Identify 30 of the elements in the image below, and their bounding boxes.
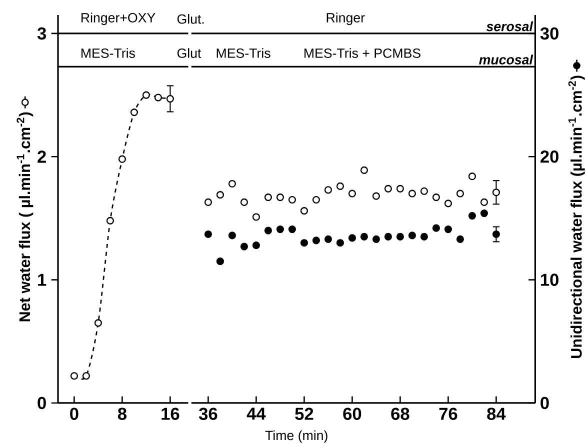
y2-tick-label: 10: [540, 274, 558, 286]
x-tick-label: 8: [118, 408, 126, 420]
y-tick-label: 2: [38, 150, 46, 163]
annotation: MES-Tris: [81, 48, 135, 58]
y-axis-title: Net water flux ( µl.min$^{-1}$.cm$^{-2}$): [16, 112, 34, 322]
y2-tick-label: 30: [540, 27, 558, 40]
x-tick-label: 36: [198, 408, 218, 420]
x-tick-label: 16: [162, 408, 180, 420]
y2-tick-label: 20: [540, 150, 558, 163]
ref-line-label: mucosal: [479, 54, 534, 64]
y-tick-label: 0: [38, 396, 46, 410]
annotation: MES-Tris + PCMBS: [304, 48, 420, 58]
x-tick-label: 60: [343, 408, 362, 420]
y-tick-label: 3: [37, 27, 46, 40]
annotation: Ringer+OXY: [81, 12, 156, 26]
annotation: Glut: [177, 48, 202, 58]
x-tick-label: 84: [487, 408, 506, 420]
x-tick-label: 68: [391, 408, 410, 420]
x-tick-label: 0: [70, 408, 78, 420]
ref-line-label: serosal: [486, 21, 534, 32]
y-tick-label: 1: [38, 274, 46, 286]
y2-tick-label: 0: [540, 396, 549, 410]
annotation: Glut.: [177, 14, 204, 24]
x-tick-label: 52: [295, 408, 314, 420]
annotation: Ringer: [326, 12, 365, 26]
y2-axis-title: Unidirectional water flux (µl.min$^{-1}$.cm$^{-2}$): [568, 76, 585, 358]
x-axis-title: Time (min): [265, 430, 328, 443]
x-tick-label: 44: [246, 408, 266, 420]
annotation: MES-Tris: [216, 48, 270, 58]
x-tick-label: 76: [439, 408, 458, 420]
